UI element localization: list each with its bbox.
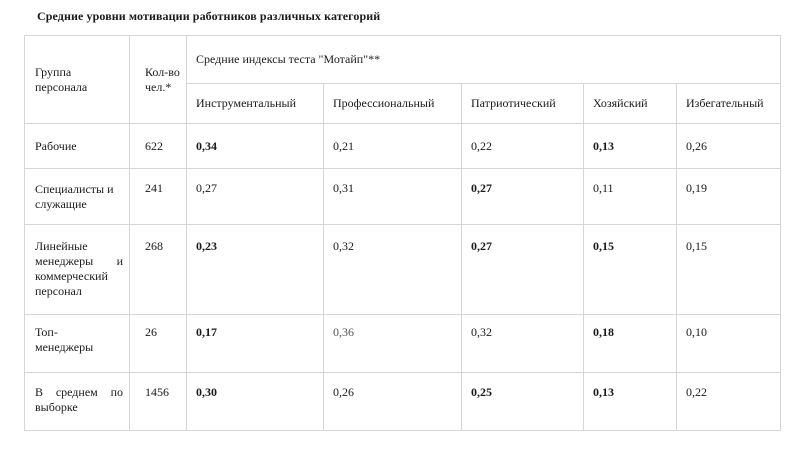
value-cell: 0,27 bbox=[461, 224, 584, 315]
table-row: Специалисты и служащие 241 0,27 0,31 0,2… bbox=[24, 168, 781, 225]
count-cell: 268 bbox=[129, 224, 187, 315]
column-header: Профессиональный bbox=[323, 83, 462, 124]
value-cell: 0,22 bbox=[461, 123, 584, 169]
count-header: Кол-во чел.* bbox=[129, 35, 187, 124]
value-cell: 0,27 bbox=[461, 168, 584, 225]
value-cell: 0,31 bbox=[323, 168, 462, 225]
table-row: Линейные менеджеры и коммерческий персон… bbox=[24, 224, 781, 315]
value-cell: 0,13 bbox=[583, 123, 677, 169]
table-row: В среднем по выборке 1456 0,30 0,26 0,25… bbox=[24, 372, 781, 431]
value-cell: 0,21 bbox=[323, 123, 462, 169]
column-header: Патриотический bbox=[461, 83, 584, 124]
table-row: Топ-менеджеры 26 0,17 0,36 0,32 0,18 0,1… bbox=[24, 314, 781, 373]
column-header: Избегательный bbox=[676, 83, 781, 124]
group-header: Группа персонала bbox=[24, 35, 130, 124]
value-cell: 0,22 bbox=[676, 372, 781, 431]
group-cell: Специалисты и служащие bbox=[24, 168, 130, 225]
page-title: Средние уровни мотивации работников разл… bbox=[37, 9, 381, 23]
value-cell: 0,32 bbox=[461, 314, 584, 373]
value-cell: 0,15 bbox=[583, 224, 677, 315]
count-cell: 1456 bbox=[129, 372, 187, 431]
value-cell: 0,26 bbox=[323, 372, 462, 431]
value-cell: 0,36 bbox=[323, 314, 462, 373]
group-cell: Рабочие bbox=[24, 123, 130, 169]
value-cell: 0,25 bbox=[461, 372, 584, 431]
count-cell: 622 bbox=[129, 123, 187, 169]
value-cell: 0,23 bbox=[186, 224, 324, 315]
group-cell: Топ-менеджеры bbox=[24, 314, 130, 373]
value-cell: 0,15 bbox=[676, 224, 781, 315]
column-header: Хозяйский bbox=[583, 83, 677, 124]
value-cell: 0,18 bbox=[583, 314, 677, 373]
header-row-1: Группа персонала Кол-во чел.* Средние ин… bbox=[24, 35, 781, 124]
value-cell: 0,13 bbox=[583, 372, 677, 431]
indices-header: Средние индексы теста "Мотайп"** bbox=[186, 35, 781, 84]
group-cell: В среднем по выборке bbox=[24, 372, 130, 431]
value-cell: 0,26 bbox=[676, 123, 781, 169]
value-cell: 0,11 bbox=[583, 168, 677, 225]
value-cell: 0,34 bbox=[186, 123, 324, 169]
value-cell: 0,10 bbox=[676, 314, 781, 373]
header-row-2: Инструментальный Профессиональный Патрио… bbox=[25, 83, 781, 124]
value-cell: 0,19 bbox=[676, 168, 781, 225]
value-cell: 0,30 bbox=[186, 372, 324, 431]
column-header: Инструментальный bbox=[186, 83, 324, 124]
value-cell: 0,27 bbox=[186, 168, 324, 225]
group-cell: Линейные менеджеры и коммерческий персон… bbox=[24, 224, 130, 315]
table-row: Рабочие 622 0,34 0,21 0,22 0,13 0,26 bbox=[24, 123, 781, 169]
motivation-table: Группа персонала Кол-во чел.* Средние ин… bbox=[24, 35, 781, 431]
value-cell: 0,17 bbox=[186, 314, 324, 373]
count-cell: 26 bbox=[129, 314, 187, 373]
count-cell: 241 bbox=[129, 168, 187, 225]
value-cell: 0,32 bbox=[323, 224, 462, 315]
